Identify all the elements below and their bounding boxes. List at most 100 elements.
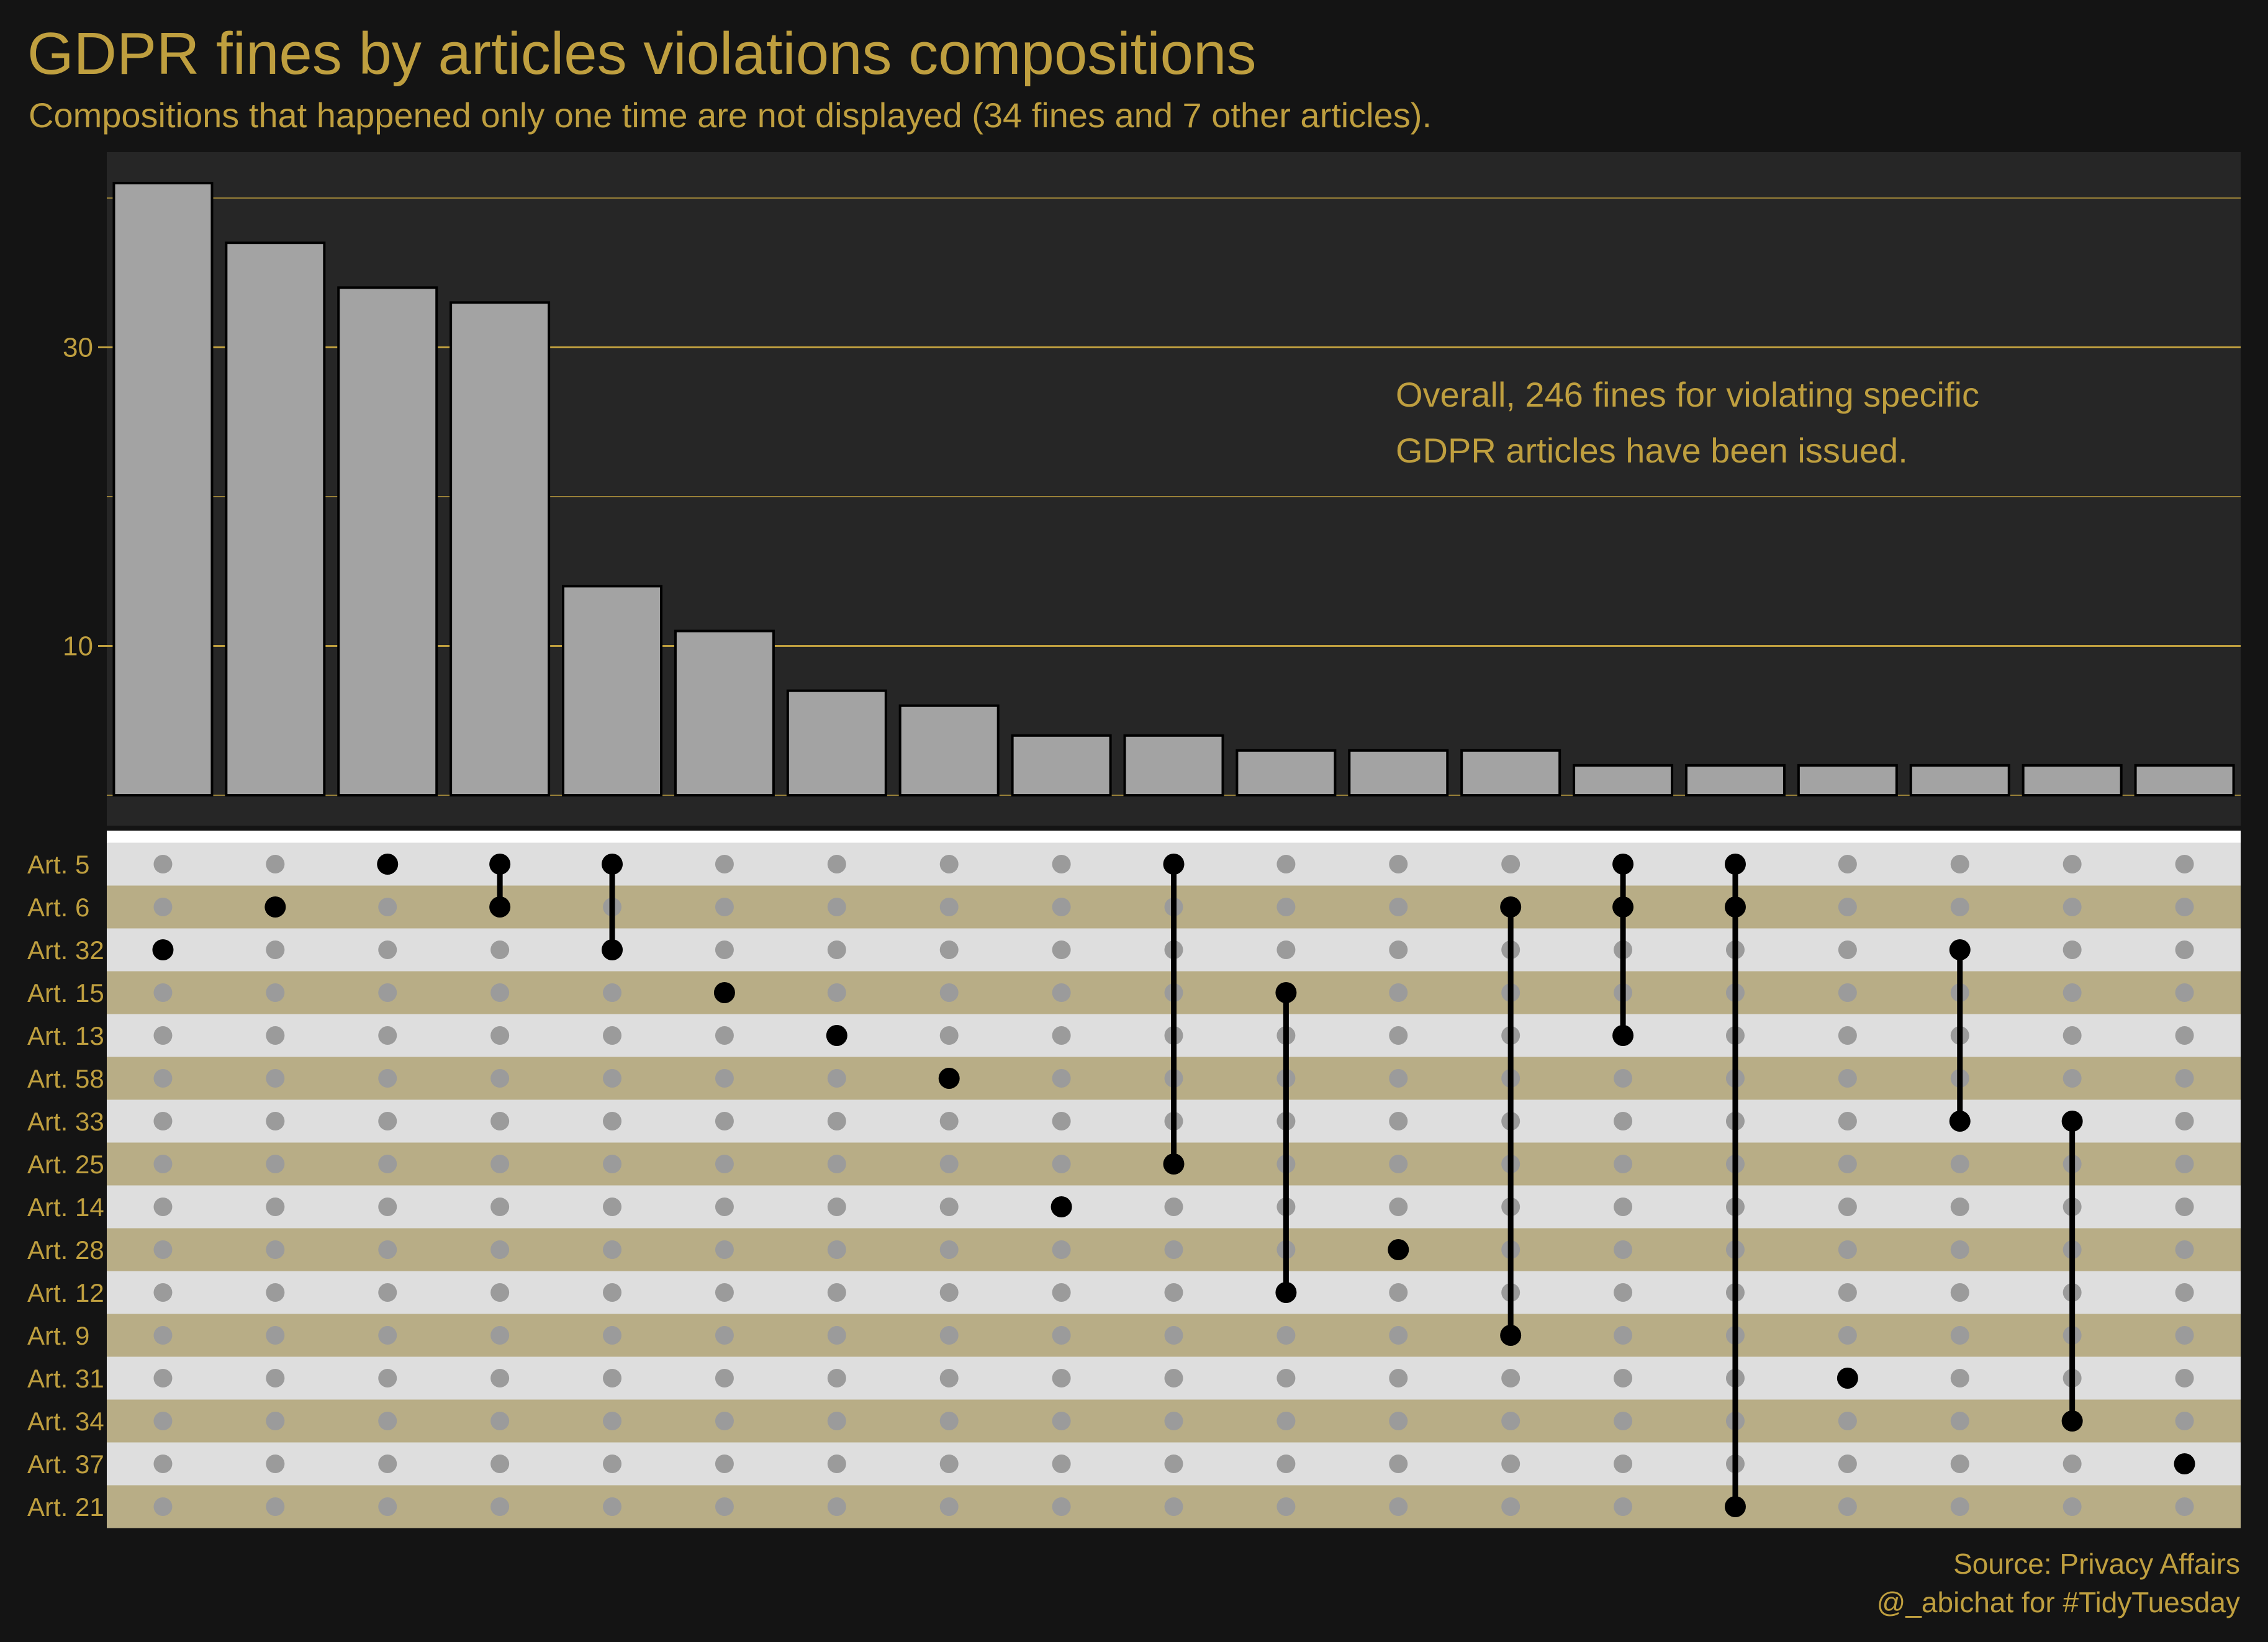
bar-art-33-art-34: [2022, 764, 2123, 797]
matrix-dot-inactive: [1838, 1026, 1857, 1045]
bar-art-5-art-6-art-13: [1573, 764, 1674, 797]
matrix-dot-inactive: [827, 983, 846, 1002]
matrix-dot-inactive: [1838, 1198, 1857, 1216]
matrix-dot-inactive: [153, 1112, 173, 1130]
matrix-dot-inactive: [2062, 898, 2082, 916]
matrix-dot-inactive: [1950, 1240, 1969, 1259]
matrix-dot-inactive: [1838, 1069, 1857, 1088]
y-tick-label: 30: [63, 333, 93, 363]
matrix-dot-inactive: [2175, 1112, 2194, 1130]
matrix-dot-inactive: [1052, 1069, 1071, 1088]
matrix-dot-inactive: [1614, 1069, 1633, 1088]
matrix-dot-inactive: [266, 1155, 285, 1173]
matrix-dot-inactive: [490, 1155, 510, 1173]
bar-art-32-art-33: [1909, 764, 2010, 797]
matrix-dot-inactive: [1614, 1497, 1633, 1516]
matrix-dot-inactive: [490, 1326, 510, 1345]
annotation-line-1: Overall, 246 fines for violating specifi…: [1396, 375, 1979, 414]
matrix-dot-inactive: [1614, 1155, 1633, 1173]
matrix-dot-inactive: [1838, 1455, 1857, 1473]
matrix-dot-inactive: [2175, 941, 2194, 959]
matrix-dot-inactive: [2175, 855, 2194, 873]
matrix-dot-inactive: [2175, 1198, 2194, 1216]
matrix-dot-inactive: [1614, 1240, 1633, 1259]
matrix-dot-active: [713, 982, 735, 1003]
matrix-dot-inactive: [827, 855, 846, 873]
matrix-dot-inactive: [266, 1497, 285, 1516]
matrix-dot-inactive: [1950, 1369, 1969, 1387]
annotation-line-2: GDPR articles have been issued.: [1396, 431, 1908, 470]
matrix-dot-inactive: [1950, 1326, 1969, 1345]
set-label-art-37: Art. 37: [27, 1450, 104, 1479]
matrix-dot-inactive: [490, 1240, 510, 1259]
matrix-dot-inactive: [603, 1326, 622, 1345]
matrix-dot-inactive: [1164, 1412, 1183, 1430]
y-tick-label: 10: [63, 631, 93, 662]
matrix-dot-inactive: [939, 1455, 959, 1473]
set-label-art-31: Art. 31: [27, 1364, 104, 1393]
matrix-dot-inactive: [1950, 1155, 1969, 1173]
matrix-dot-inactive: [378, 1240, 397, 1259]
matrix-dot-inactive: [378, 1455, 397, 1473]
matrix-dot-inactive: [1838, 1112, 1857, 1130]
matrix-dot-inactive: [1276, 1369, 1296, 1387]
matrix-dot-inactive: [1838, 1412, 1857, 1430]
matrix-dot-inactive: [1389, 1455, 1408, 1473]
matrix-dot-inactive: [1052, 1026, 1071, 1045]
matrix-dot-inactive: [1501, 1497, 1520, 1516]
matrix-dot-inactive: [715, 1497, 734, 1516]
matrix-dot-inactive: [939, 1198, 959, 1216]
matrix-dot-active: [2174, 1453, 2195, 1474]
matrix-dot-inactive: [378, 1326, 397, 1345]
bar-art-58: [898, 704, 1000, 796]
matrix-dot-inactive: [939, 941, 959, 959]
matrix-dot-inactive: [603, 1240, 622, 1259]
matrix-dot-inactive: [378, 983, 397, 1002]
matrix-dot-active: [152, 939, 174, 960]
matrix-dot-inactive: [153, 1497, 173, 1516]
matrix-dot-inactive: [266, 1026, 285, 1045]
matrix-dot-inactive: [1276, 1455, 1296, 1473]
bar-art-5-art-6-art-21: [1684, 764, 1786, 797]
matrix-dot-inactive: [1164, 1455, 1183, 1473]
matrix-dot-inactive: [1838, 1240, 1857, 1259]
caption-credit: @_abichat for #TidyTuesday: [1876, 1586, 2240, 1618]
matrix-dot-inactive: [1838, 1497, 1857, 1516]
matrix-dot-inactive: [939, 983, 959, 1002]
matrix-dot-inactive: [1614, 1455, 1633, 1473]
set-label-art-9: Art. 9: [27, 1321, 89, 1350]
matrix-dot-inactive: [2062, 855, 2082, 873]
matrix-dot-inactive: [603, 1283, 622, 1302]
matrix-dot-inactive: [378, 1069, 397, 1088]
matrix-dot-inactive: [2062, 1497, 2082, 1516]
matrix-dot-inactive: [1276, 1497, 1296, 1516]
matrix-dot-inactive: [378, 1497, 397, 1516]
matrix-dot-inactive: [1838, 855, 1857, 873]
matrix-dot-inactive: [827, 1497, 846, 1516]
matrix-dot-inactive: [2175, 1497, 2194, 1516]
matrix-dot-inactive: [490, 983, 510, 1002]
matrix-dot-inactive: [1052, 941, 1071, 959]
matrix-dot-inactive: [490, 1497, 510, 1516]
matrix-dot-inactive: [1164, 1326, 1183, 1345]
matrix-dot-inactive: [266, 983, 285, 1002]
matrix-dot-inactive: [715, 1155, 734, 1173]
bar-art-15-art-12: [1236, 749, 1337, 796]
matrix-dot-inactive: [153, 1069, 173, 1088]
matrix-dot-inactive: [153, 855, 173, 873]
set-label-art-34: Art. 34: [27, 1407, 104, 1436]
matrix-dot-inactive: [266, 1198, 285, 1216]
matrix-dot-inactive: [153, 1240, 173, 1259]
matrix-dot-inactive: [715, 1240, 734, 1259]
matrix-dot-inactive: [1614, 1112, 1633, 1130]
matrix-dot-inactive: [1052, 1326, 1071, 1345]
matrix-dot-active: [377, 854, 399, 875]
matrix-dot-inactive: [1389, 1198, 1408, 1216]
matrix-dot-inactive: [266, 1283, 285, 1302]
matrix-dot-inactive: [827, 1155, 846, 1173]
bar-art-5-art-25: [1123, 734, 1224, 797]
set-label-art-6: Art. 6: [27, 893, 89, 922]
matrix-dot-inactive: [1389, 1112, 1408, 1130]
matrix-dot-inactive: [1950, 1497, 1969, 1516]
matrix-dot-inactive: [1276, 1412, 1296, 1430]
